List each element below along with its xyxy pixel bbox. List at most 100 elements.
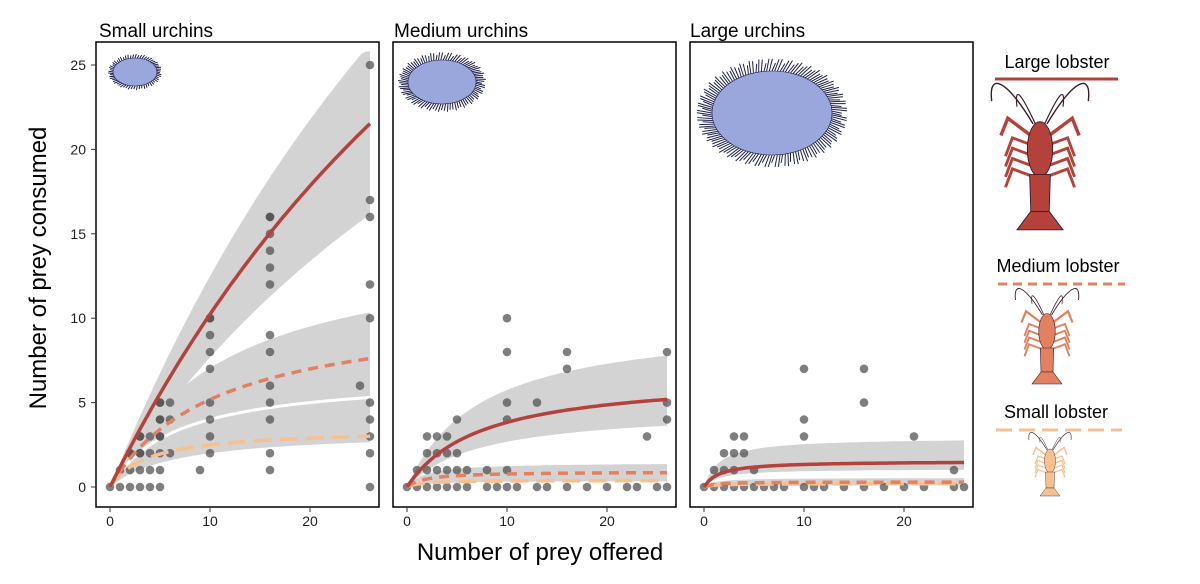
data-point [562,347,572,357]
data-point [422,448,432,458]
data-point [265,263,275,272]
legend-label-small: Small lobster [1004,402,1108,422]
x-tick-label: 20 [302,513,318,529]
data-point [205,364,215,374]
data-point [799,415,809,424]
data-point [452,415,462,424]
data-point [205,415,215,424]
data-point [729,432,739,441]
data-point [482,482,492,492]
data-point [442,432,452,441]
fit-line-medium-lobster [703,480,964,489]
data-point [205,432,215,441]
x-tick-label: 0 [700,513,708,529]
data-point [909,432,919,441]
data-point [365,60,375,70]
data-point [652,482,662,492]
data-point [205,347,215,357]
data-point [432,432,442,441]
data-point [662,347,672,357]
data-point [442,482,452,492]
legend: Large lobster Medium lobster Small lobst… [990,52,1125,497]
panel-small-urchins: Small urchins [95,21,380,508]
x-tick-label: 0 [403,513,411,529]
data-point [432,482,442,492]
data-point [799,432,809,441]
data-point [532,398,542,407]
data-point [205,448,215,458]
panel-medium-urchins: Medium urchins [392,21,677,508]
data-point [452,482,462,492]
y-tick-label: 20 [70,141,86,157]
data-point [642,432,652,441]
data-point [265,330,275,340]
data-point [355,381,365,391]
data-point [145,482,155,492]
data-point [365,415,375,424]
data-point [365,398,375,407]
data-point [422,482,432,492]
data-point [542,482,552,492]
data-point [739,448,749,458]
data-point [492,482,502,492]
data-point [365,482,375,492]
data-point [365,313,375,323]
data-point [365,280,375,289]
panel-title: Large urchins [690,21,805,42]
fit-line-small-lobster [406,478,667,489]
panel-frame [392,41,677,508]
data-point [265,465,275,475]
data-point [165,398,175,407]
x-tick-label: 10 [796,513,812,529]
data-point [959,482,969,492]
data-point [155,482,165,492]
fit-line-small-lobster [108,434,371,489]
x-tick-label: 20 [599,513,615,529]
x-tick-label: 0 [106,513,114,529]
data-point [462,465,472,475]
data-point [265,381,275,391]
data-point [442,465,452,475]
data-point [799,364,809,374]
data-point [452,448,462,458]
x-axis-ticks: 0 10 20 0 10 20 0 10 20 [106,507,912,529]
panel-frame [689,41,974,508]
data-point [502,482,512,492]
data-point [799,482,809,492]
data-point [125,482,135,492]
y-tick-label: 25 [70,57,86,73]
x-tick-label: 20 [896,513,912,529]
data-point [365,195,375,205]
data-point [859,364,869,374]
data-point [739,432,749,441]
data-point [562,364,572,374]
x-axis-title: Number of prey offered [417,539,663,566]
panel-large-urchins: Large urchins [689,21,974,508]
data-point [135,448,145,458]
data-point [265,448,275,458]
data-point [632,482,642,492]
data-point [662,415,672,424]
y-tick-label: 10 [70,310,86,326]
data-point [265,347,275,357]
fit-line-large-lobster [702,460,964,489]
data-point [135,482,145,492]
ci-band [407,355,667,487]
urchin-medium-icon [398,52,486,112]
y-tick-label: 15 [70,226,86,242]
y-axis-title: Number of prey consumed [25,127,52,410]
large-lobster-icon [990,82,1090,231]
ci-band [110,348,370,487]
data-point [365,448,375,458]
data-point [422,465,432,475]
data-point [709,465,719,475]
fit-line-medium-lobster [108,356,371,488]
legend-label-large: Large lobster [1004,52,1109,72]
data-point [155,415,165,424]
data-point [512,482,522,492]
data-point [462,482,472,492]
data-point [265,415,275,424]
urchin-large-icon [696,58,848,168]
fit-line-extra [108,395,371,488]
fit-line-large-lobster [108,122,372,488]
